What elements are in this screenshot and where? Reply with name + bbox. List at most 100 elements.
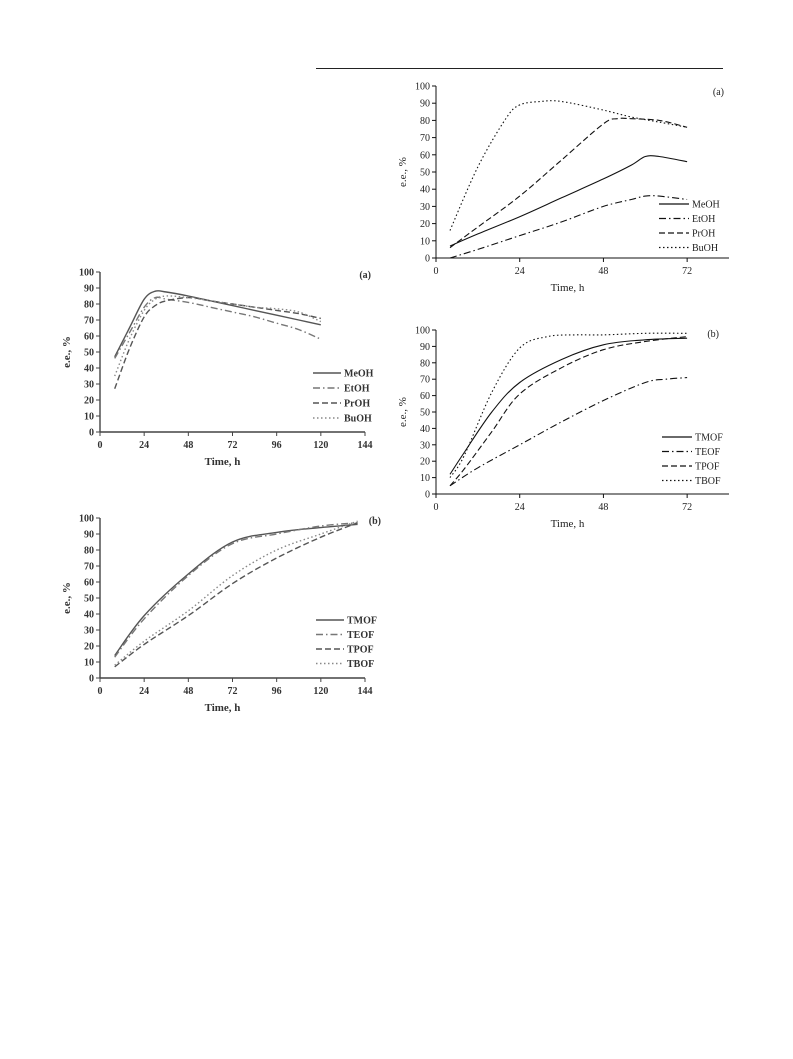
y-axis-label: e.e., %: [61, 582, 73, 614]
y-tick-label: 60: [84, 332, 94, 343]
y-tick-label: 10: [84, 658, 94, 669]
x-axis-label: Time, h: [205, 702, 241, 714]
y-tick-label: 50: [420, 408, 430, 419]
y-tick-label: 90: [420, 342, 430, 353]
chart-svg: 0 10 20 30 40 50 60 70 80 90 100 0 24 48 72 96 120 144 Tim…: [61, 514, 381, 715]
chart-right-a: 0 10 20 30 40 50 60 70 80 90 100 0 24 48 72 Time, h e.e.…: [394, 78, 729, 303]
y-tick-label: 80: [420, 116, 430, 127]
y-tick-label: 0: [425, 490, 430, 501]
legend-label-tbof: TBOF: [695, 476, 721, 487]
y-tick-label: 60: [420, 150, 430, 161]
legend-label-meoh: MeOH: [344, 369, 374, 380]
y-tick-label: 30: [84, 380, 94, 391]
series-line-tpof: [114, 522, 358, 668]
y-tick-label: 30: [84, 626, 94, 637]
x-tick-label: 48: [183, 686, 193, 697]
y-tick-label: 80: [84, 546, 94, 557]
chart-right-b: 0 10 20 30 40 50 60 70 80 90 100 0 24 48 72 Time, h e.e.…: [394, 322, 729, 547]
y-tick-label: 20: [84, 396, 94, 407]
y-axis-label: e.e., %: [397, 157, 409, 187]
y-tick-label: 10: [420, 236, 430, 247]
panel-label: (b): [707, 329, 719, 340]
series-line-tbof: [449, 332, 688, 478]
x-tick-label: 0: [434, 502, 439, 513]
x-tick-label: 72: [228, 440, 238, 451]
legend-label-teof: TEOF: [695, 447, 720, 458]
x-tick-label: 120: [313, 440, 328, 451]
x-axis-label: Time, h: [551, 518, 585, 530]
chart-svg: 0 10 20 30 40 50 60 70 80 90 100 0 24 48 72 Time, h e.e.…: [397, 326, 729, 530]
x-tick-label: 72: [682, 502, 692, 513]
y-tick-label: 40: [420, 424, 430, 435]
series-line-tbof: [114, 520, 358, 666]
series-line-etoh: [114, 296, 322, 359]
panel-label: (a): [359, 270, 371, 281]
chart-svg: 0 10 20 30 40 50 60 70 80 90 100 0 24 48 72 96 120 144 Tim…: [61, 268, 374, 469]
y-tick-label: 40: [420, 185, 430, 196]
x-tick-label: 0: [434, 266, 439, 277]
y-tick-label: 20: [420, 457, 430, 468]
y-tick-label: 60: [420, 391, 430, 402]
series-line-tmof: [449, 337, 688, 475]
y-tick-label: 0: [89, 674, 94, 685]
y-tick-label: 100: [79, 268, 94, 279]
y-tick-label: 90: [84, 530, 94, 541]
y-tick-label: 10: [420, 473, 430, 484]
legend-label-buoh: BuOH: [344, 414, 372, 425]
y-tick-label: 20: [84, 642, 94, 653]
y-tick-label: 100: [79, 514, 94, 525]
x-tick-label: 48: [598, 502, 608, 513]
x-tick-label: 120: [313, 686, 328, 697]
legend-label-etoh: EtOH: [344, 384, 370, 395]
y-tick-label: 0: [425, 254, 430, 265]
y-tick-label: 70: [420, 375, 430, 386]
y-tick-label: 50: [84, 348, 94, 359]
x-tick-label: 24: [139, 686, 149, 697]
chart-left-b: 0 10 20 30 40 50 60 70 80 90 100 0 24 48 72 96 120 144 Tim…: [58, 508, 381, 718]
x-tick-label: 0: [98, 686, 103, 697]
series-line-buoh: [114, 295, 322, 377]
x-tick-label: 144: [358, 440, 373, 451]
series-line-proh: [449, 117, 688, 249]
y-tick-label: 40: [84, 610, 94, 621]
y-tick-label: 40: [84, 364, 94, 375]
y-tick-label: 30: [420, 440, 430, 451]
panel-label: (b): [369, 516, 381, 527]
panel-label: (a): [713, 87, 724, 98]
y-tick-label: 20: [420, 219, 430, 230]
chart-svg: 0 10 20 30 40 50 60 70 80 90 100 0 24 48 72 Time, h e.e.…: [397, 82, 729, 294]
series-line-meoh: [114, 290, 321, 358]
y-tick-label: 0: [89, 428, 94, 439]
y-tick-label: 70: [420, 133, 430, 144]
legend-label-tpof: TPOF: [695, 462, 720, 473]
y-tick-label: 60: [84, 578, 94, 589]
x-tick-label: 96: [272, 686, 282, 697]
series-line-tmof: [114, 523, 358, 657]
legend-label-proh: PrOH: [344, 399, 370, 410]
y-tick-label: 30: [420, 202, 430, 213]
x-axis-label: Time, h: [205, 456, 241, 468]
series-line-teof: [449, 377, 688, 487]
series-line-etoh: [449, 195, 688, 259]
chart-left-a: 0 10 20 30 40 50 60 70 80 90 100 0 24 48 72 96 120 144 Tim…: [58, 262, 378, 469]
y-axis-label: e.e., %: [397, 397, 409, 427]
x-tick-label: 24: [515, 266, 525, 277]
legend-label-teof: TEOF: [347, 630, 374, 641]
legend-label-tmof: TMOF: [347, 616, 377, 627]
y-tick-label: 50: [84, 594, 94, 605]
x-tick-label: 48: [598, 266, 608, 277]
y-tick-label: 70: [84, 562, 94, 573]
x-tick-label: 72: [228, 686, 238, 697]
series-line-proh: [114, 296, 321, 390]
y-axis-label: e.e., %: [61, 336, 73, 368]
x-tick-label: 72: [682, 266, 692, 277]
legend-label-proh: PrOH: [692, 229, 715, 240]
y-tick-label: 90: [420, 99, 430, 110]
y-tick-label: 50: [420, 168, 430, 179]
x-tick-label: 96: [272, 440, 282, 451]
legend-label-buoh: BuOH: [692, 243, 718, 254]
top-rule: [316, 68, 723, 69]
y-tick-label: 100: [415, 82, 430, 93]
legend-label-meoh: MeOH: [692, 200, 720, 211]
x-tick-label: 144: [358, 686, 373, 697]
